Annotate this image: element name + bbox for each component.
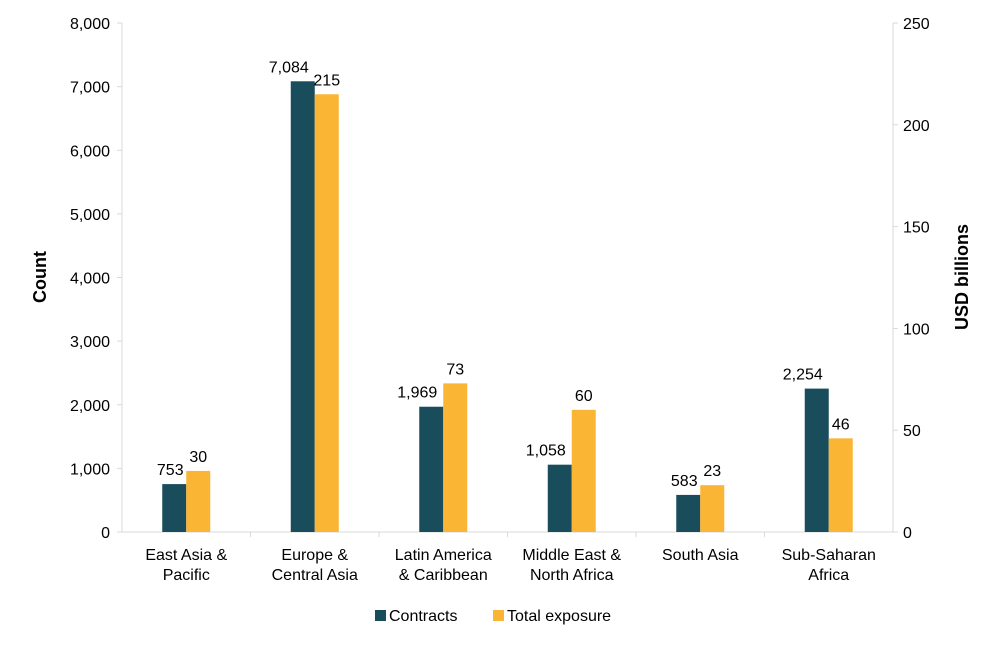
legend: Contracts Total exposure <box>375 608 611 625</box>
category-labels: East Asia & Pacific Europe & Central Asia La… <box>145 547 876 584</box>
bar-contracts <box>676 494 701 532</box>
bar-contracts <box>162 484 187 532</box>
y-left-tick-label: 1,000 <box>70 461 110 478</box>
y-right-tick-label: 150 <box>903 220 930 237</box>
bar-total-exposure <box>186 470 211 532</box>
y-left-tick-label: 6,000 <box>70 143 110 160</box>
y-axis-right-title: USD billions <box>952 224 972 330</box>
bar-total-exposure <box>828 438 853 532</box>
data-label-total-exposure: 30 <box>189 449 207 466</box>
category-label: Europe & <box>281 547 348 564</box>
y-left-tick-label: 5,000 <box>70 207 110 224</box>
category-label: Africa <box>808 567 849 584</box>
bar-contracts <box>547 464 572 532</box>
data-label-total-exposure: 215 <box>313 72 340 89</box>
category-label: & Caribbean <box>399 567 488 584</box>
category-label: Pacific <box>163 567 210 584</box>
data-label-contracts: 753 <box>157 462 184 479</box>
category-label: Sub-Saharan <box>782 547 876 564</box>
category-label: Middle East & <box>522 547 621 564</box>
data-label-contracts: 1,058 <box>526 443 566 460</box>
data-label-contracts: 583 <box>671 473 698 490</box>
data-label-contracts: 7,084 <box>269 59 309 76</box>
legend-label: Total exposure <box>507 608 611 625</box>
category-label: East Asia & <box>145 547 227 564</box>
category-label: Central Asia <box>272 567 358 584</box>
data-label-total-exposure: 73 <box>446 361 464 378</box>
axes: 0 1,000 2,000 3,000 4,000 5,000 6,000 7,000 8,00… <box>70 16 930 542</box>
y-right-tick-label: 50 <box>903 423 921 440</box>
data-label-total-exposure: 46 <box>832 416 850 433</box>
y-right-tick-label: 100 <box>903 321 930 338</box>
y-right-tick-label: 0 <box>903 525 912 542</box>
bar-contracts <box>804 388 829 532</box>
data-label-total-exposure: 23 <box>703 463 721 480</box>
category-label: Latin America <box>395 547 492 564</box>
y-left-tick-label: 2,000 <box>70 398 110 415</box>
bar-total-exposure <box>314 94 339 532</box>
data-label-total-exposure: 60 <box>575 388 593 405</box>
bar-contracts <box>290 81 315 532</box>
y-left-tick-label: 7,000 <box>70 80 110 97</box>
data-label-contracts: 2,254 <box>783 367 823 384</box>
y-right-tick-label: 250 <box>903 16 930 33</box>
category-label: South Asia <box>662 547 739 564</box>
bar-total-exposure <box>700 485 725 532</box>
category-label: North Africa <box>530 567 614 584</box>
bar-total-exposure <box>571 409 596 532</box>
y-left-tick-label: 0 <box>101 525 110 542</box>
legend-swatch-contracts <box>375 610 386 621</box>
y-right-tick-label: 200 <box>903 118 930 135</box>
bar-total-exposure <box>443 383 468 532</box>
y-left-tick-label: 3,000 <box>70 334 110 351</box>
legend-swatch-total-exposure <box>493 610 504 621</box>
y-left-tick-label: 4,000 <box>70 271 110 288</box>
bars <box>162 81 853 532</box>
legend-label: Contracts <box>389 608 457 625</box>
y-axis-left-title: Count <box>30 251 50 303</box>
y-left-tick-label: 8,000 <box>70 16 110 33</box>
data-label-contracts: 1,969 <box>397 385 437 402</box>
bar-contracts <box>419 406 444 532</box>
